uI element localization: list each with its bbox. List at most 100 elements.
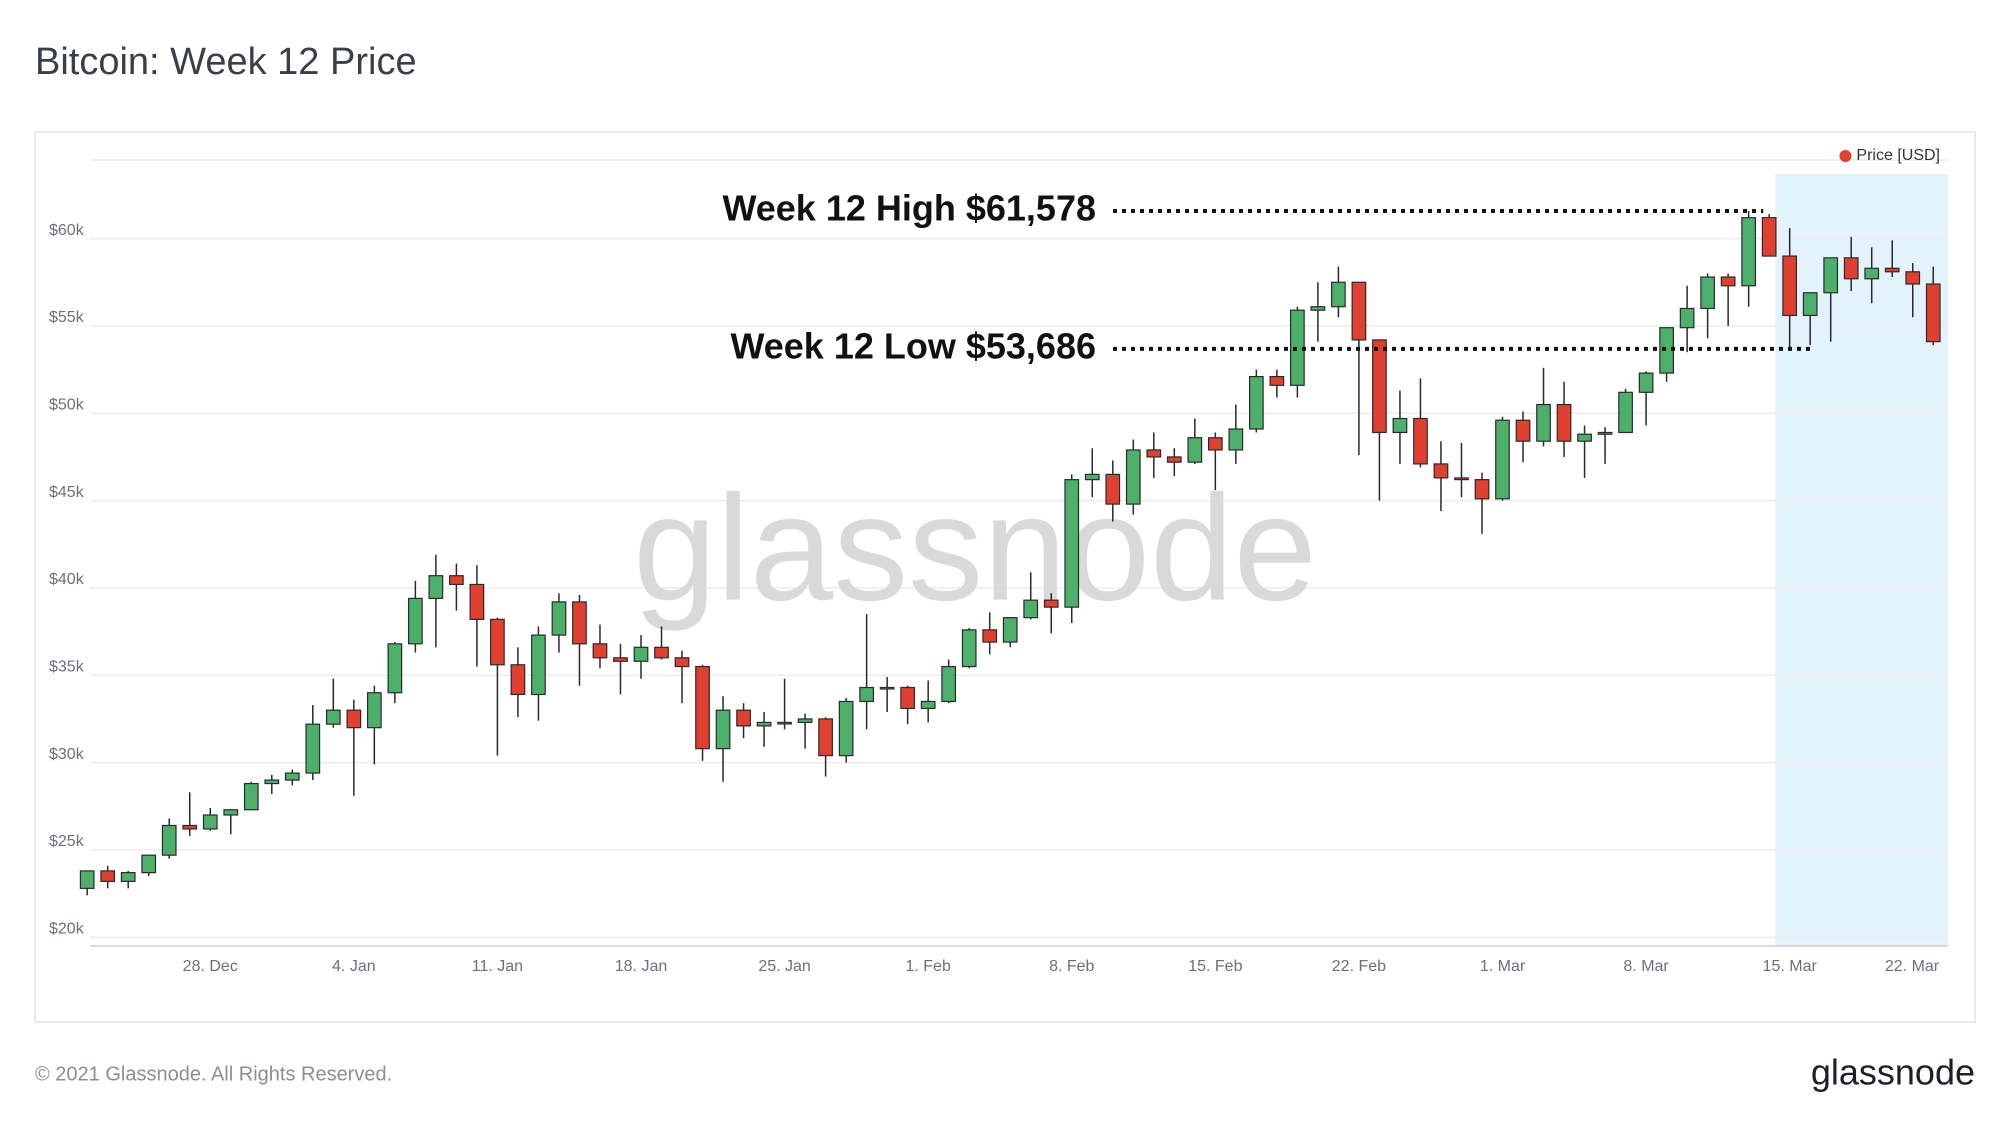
candle-body <box>797 718 813 724</box>
candle-body <box>654 646 669 659</box>
candle-body <box>1146 449 1162 458</box>
candle-body <box>120 872 136 882</box>
legend-label: Price [USD] <box>1856 147 1940 164</box>
candle-body <box>449 575 464 586</box>
candle-body <box>920 700 936 710</box>
candle-body <box>715 709 731 750</box>
y-tick-label: $50k <box>49 396 85 413</box>
candle-body <box>1228 428 1244 451</box>
candle-body <box>1331 281 1346 308</box>
candle-body <box>1166 456 1182 463</box>
candle-body <box>1495 419 1510 500</box>
candle-body <box>1597 431 1613 435</box>
candle-body <box>900 686 916 710</box>
candle-body <box>1782 255 1798 317</box>
candle-body <box>1105 473 1121 505</box>
x-tick-label: 8. Feb <box>1049 958 1094 975</box>
candle-body <box>756 721 772 727</box>
candle-body <box>736 709 751 727</box>
x-tick-label: 4. Jan <box>332 958 376 975</box>
candle-body <box>1310 306 1326 311</box>
candle-body <box>407 597 423 645</box>
y-tick-label: $25k <box>49 833 85 850</box>
candle-body <box>1084 473 1100 481</box>
x-tick-label: 15. Mar <box>1763 958 1818 975</box>
candle-body <box>1413 417 1428 465</box>
candle-body <box>469 583 485 620</box>
candle-body <box>1269 375 1285 386</box>
x-tick-label: 22. Feb <box>1332 958 1386 975</box>
candle-body <box>1679 307 1695 329</box>
week-highlight <box>1775 174 1948 946</box>
annotation-text: Week 12 Low $53,686 <box>730 325 1096 366</box>
candle-body <box>674 657 690 668</box>
candle-body <box>428 575 444 600</box>
candle-body <box>592 643 608 659</box>
footer-copyright: © 2021 Glassnode. All Rights Reserved. <box>35 1063 392 1085</box>
x-tick-label: 28. Dec <box>183 958 238 975</box>
candle-body <box>1618 391 1633 434</box>
candle-body <box>941 665 957 703</box>
candle-body <box>1741 217 1757 287</box>
x-tick-label: 18. Jan <box>615 958 667 975</box>
candle-body <box>100 870 116 882</box>
legend-swatch <box>1839 150 1852 162</box>
candle-body <box>818 718 833 757</box>
candle-body <box>838 700 854 757</box>
candle-body <box>346 709 362 729</box>
candle-body <box>695 665 710 750</box>
candle-body <box>223 809 239 816</box>
y-tick-label: $45k <box>49 484 85 501</box>
candle-body <box>1474 479 1490 500</box>
y-tick-label: $30k <box>49 746 85 763</box>
candle-body <box>366 692 382 729</box>
x-tick-label: 1. Feb <box>905 958 950 975</box>
candle-body <box>1454 477 1469 481</box>
candle-body <box>1884 267 1900 273</box>
candle-body <box>161 824 177 856</box>
candle-body <box>1761 217 1777 257</box>
annotation-text: Week 12 High $61,578 <box>722 188 1096 229</box>
candle-body <box>1843 257 1859 280</box>
x-tick-label: 11. Jan <box>472 958 523 975</box>
candle-body <box>1187 437 1203 463</box>
candle-layer <box>79 211 1941 896</box>
chart-frame <box>34 131 1976 1023</box>
y-tick-label: $40k <box>49 571 85 588</box>
candle-body <box>182 824 198 830</box>
candle-body <box>1905 271 1921 285</box>
candle-body <box>264 779 280 785</box>
candle-body <box>1125 449 1141 505</box>
candle-body <box>387 643 403 694</box>
candle-body <box>1823 257 1839 294</box>
candle-body <box>1700 276 1715 310</box>
candle-body <box>1515 419 1531 442</box>
x-tick-label: 1. Mar <box>1480 958 1526 975</box>
highlight-layer <box>1775 174 1948 946</box>
x-tick-label: 15. Feb <box>1188 958 1242 975</box>
x-tick-label: 25. Jan <box>758 958 810 975</box>
candle-body <box>551 601 567 636</box>
candle-body <box>1064 479 1080 608</box>
candle-body <box>243 782 259 811</box>
candle-body <box>1864 267 1880 280</box>
candle-body <box>1372 339 1387 434</box>
chart-title: Bitcoin: Week 12 Price <box>35 41 417 83</box>
candle-body <box>1433 463 1449 479</box>
candle-body <box>490 618 505 666</box>
candle-body <box>1802 292 1818 317</box>
candle-body <box>510 664 526 696</box>
candle-body <box>141 854 157 874</box>
y-tick-label: $35k <box>49 658 85 675</box>
y-tick-label: $20k <box>49 920 85 937</box>
candle-body <box>284 772 300 781</box>
candle-body <box>982 629 998 643</box>
logo: glassnode <box>1811 1052 1975 1093</box>
candle-body <box>1248 375 1264 430</box>
candle-body <box>202 814 218 830</box>
candle-body <box>879 686 895 690</box>
candle-body <box>1536 403 1551 442</box>
y-tick-label: $55k <box>49 309 85 326</box>
